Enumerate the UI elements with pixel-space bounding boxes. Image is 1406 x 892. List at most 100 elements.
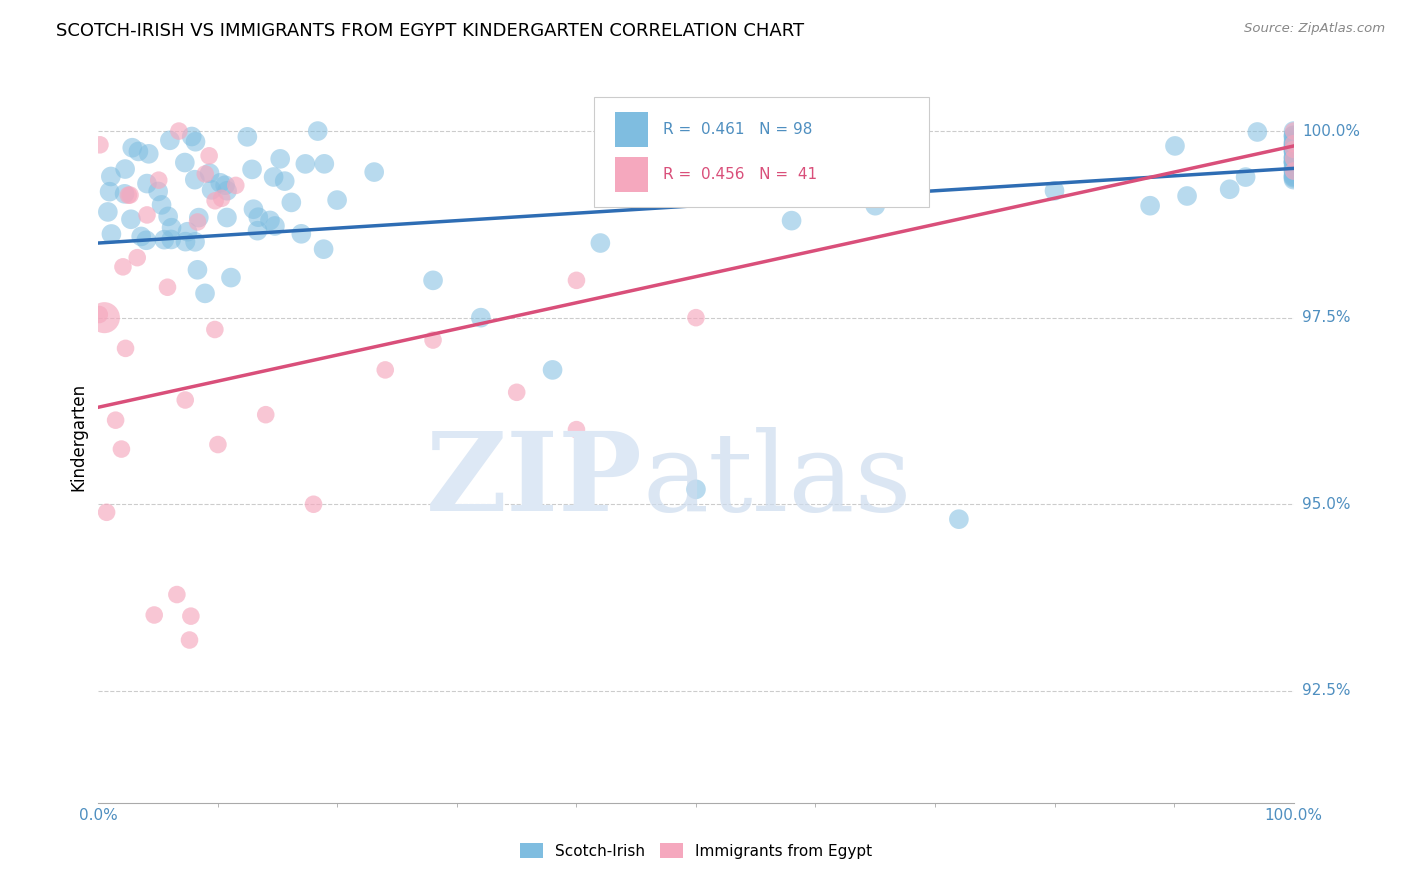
Point [1282,169,1305,184]
Point [207,437,229,451]
Point [685,483,707,497]
Point [104,413,127,427]
Point [247,210,270,224]
Point [160,232,183,246]
Point [156,280,179,294]
Point [136,208,159,222]
Point [204,322,226,336]
Point [1282,131,1305,145]
Legend: Scotch-Irish, Immigrants from Egypt: Scotch-Irish, Immigrants from Egypt [513,837,879,864]
Point [89,308,111,322]
Point [294,157,316,171]
Point [1282,155,1305,169]
Point [209,176,232,190]
Point [121,141,143,155]
Point [135,233,157,247]
Point [110,442,132,456]
Point [274,174,297,188]
Point [198,166,221,180]
Point [307,124,329,138]
Point [1282,153,1305,168]
Point [150,198,173,212]
Text: Source: ZipAtlas.com: Source: ZipAtlas.com [1244,22,1385,36]
Point [159,133,181,147]
Point [184,235,207,249]
Point [1282,144,1305,158]
Point [685,310,707,325]
Point [225,178,247,193]
Point [1282,155,1305,169]
Point [1282,142,1305,156]
Point [470,310,492,325]
FancyBboxPatch shape [614,157,648,192]
Point [127,145,149,159]
Point [1282,136,1305,151]
Point [174,235,197,249]
Point [422,333,444,347]
Point [269,152,291,166]
Point [264,219,287,233]
Point [290,227,312,241]
Text: 100.0%: 100.0% [1302,124,1360,138]
Point [219,270,242,285]
Point [1043,184,1066,198]
Point [1282,169,1305,183]
Point [118,188,141,202]
Point [93,310,115,325]
Point [541,363,564,377]
Point [1282,164,1305,178]
Point [1282,135,1305,149]
Point [1139,199,1161,213]
Point [1282,142,1305,156]
Text: 95.0%: 95.0% [1302,497,1350,512]
Point [127,251,149,265]
Point [1282,156,1305,170]
Point [1282,160,1305,174]
Point [1246,125,1268,139]
Point [246,224,269,238]
Point [136,177,159,191]
Point [1282,138,1305,153]
Point [1282,124,1305,138]
Point [187,211,209,225]
Point [565,423,588,437]
Point [254,408,277,422]
Point [153,233,176,247]
Point [1282,152,1305,166]
Point [1282,164,1305,178]
Point [1282,167,1305,181]
Text: 97.5%: 97.5% [1302,310,1350,326]
Point [780,213,803,227]
Point [865,199,887,213]
Point [174,392,197,407]
Point [1219,182,1241,196]
Point [263,169,285,184]
Point [186,215,208,229]
Point [217,184,239,198]
Point [1282,138,1305,153]
Point [236,129,259,144]
Point [184,135,207,149]
Point [1175,189,1198,203]
Point [198,149,221,163]
Text: R =  0.456   N =  41: R = 0.456 N = 41 [662,167,817,182]
Text: ZIP: ZIP [426,427,643,534]
Point [240,162,263,177]
Point [186,262,208,277]
Point [184,172,207,186]
Text: 92.5%: 92.5% [1302,683,1350,698]
Point [314,157,336,171]
Y-axis label: Kindergarten: Kindergarten [69,383,87,491]
Text: SCOTCH-IRISH VS IMMIGRANTS FROM EGYPT KINDERGARTEN CORRELATION CHART: SCOTCH-IRISH VS IMMIGRANTS FROM EGYPT KI… [56,22,804,40]
Text: R =  0.461   N = 98: R = 0.461 N = 98 [662,122,811,136]
Point [100,227,122,241]
Point [194,286,217,301]
Point [1282,128,1305,143]
Point [242,202,264,217]
Point [120,212,142,227]
Point [280,195,302,210]
Point [363,165,385,179]
Point [179,633,201,648]
Point [97,205,120,219]
Point [114,162,136,177]
